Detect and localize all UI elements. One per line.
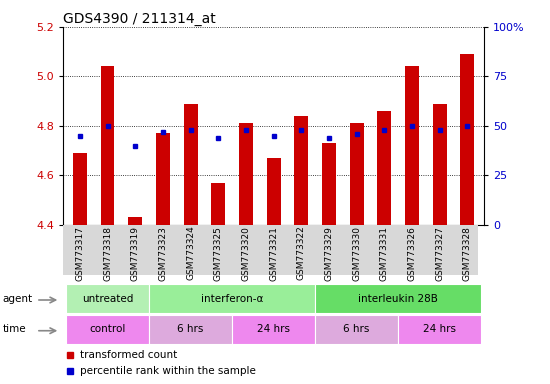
- Bar: [184, 104, 197, 225]
- Bar: [405, 66, 419, 225]
- Text: GSM773329: GSM773329: [324, 226, 333, 281]
- FancyBboxPatch shape: [66, 315, 149, 344]
- Text: GSM773323: GSM773323: [158, 226, 167, 281]
- Bar: [101, 66, 114, 225]
- Bar: [73, 153, 87, 225]
- Text: GDS4390 / 211314_at: GDS4390 / 211314_at: [63, 12, 216, 26]
- FancyBboxPatch shape: [398, 315, 481, 344]
- Bar: [350, 123, 364, 225]
- Text: interleukin 28B: interleukin 28B: [358, 293, 438, 304]
- Bar: [294, 116, 308, 225]
- Bar: [460, 54, 474, 225]
- FancyBboxPatch shape: [149, 315, 232, 344]
- Text: GSM773318: GSM773318: [103, 226, 112, 281]
- FancyBboxPatch shape: [315, 315, 398, 344]
- Text: 24 hrs: 24 hrs: [257, 324, 290, 334]
- Text: GSM773330: GSM773330: [352, 226, 361, 281]
- Text: time: time: [3, 324, 26, 334]
- FancyBboxPatch shape: [66, 284, 149, 313]
- Bar: [156, 133, 170, 225]
- Text: 24 hrs: 24 hrs: [423, 324, 456, 334]
- Text: 6 hrs: 6 hrs: [178, 324, 204, 334]
- Text: GSM773327: GSM773327: [435, 226, 444, 281]
- Text: untreated: untreated: [82, 293, 133, 304]
- Text: transformed count: transformed count: [80, 350, 177, 360]
- Bar: [433, 104, 447, 225]
- Text: GSM773317: GSM773317: [75, 226, 84, 281]
- Bar: [377, 111, 391, 225]
- Bar: [128, 217, 142, 225]
- Bar: [322, 143, 336, 225]
- Text: agent: agent: [3, 293, 33, 304]
- Text: GSM773324: GSM773324: [186, 226, 195, 280]
- Text: 6 hrs: 6 hrs: [344, 324, 370, 334]
- Text: GSM773328: GSM773328: [463, 226, 472, 281]
- FancyBboxPatch shape: [149, 284, 315, 313]
- FancyBboxPatch shape: [315, 284, 481, 313]
- Text: control: control: [89, 324, 126, 334]
- Bar: [267, 158, 280, 225]
- Text: GSM773326: GSM773326: [408, 226, 416, 281]
- Text: GSM773320: GSM773320: [241, 226, 250, 281]
- Text: GSM773325: GSM773325: [214, 226, 223, 281]
- Text: interferon-α: interferon-α: [201, 293, 263, 304]
- Bar: [239, 123, 253, 225]
- Text: percentile rank within the sample: percentile rank within the sample: [80, 366, 256, 376]
- Bar: [211, 183, 225, 225]
- Text: GSM773321: GSM773321: [269, 226, 278, 281]
- Text: GSM773331: GSM773331: [380, 226, 389, 281]
- Text: GSM773322: GSM773322: [297, 226, 306, 280]
- FancyBboxPatch shape: [232, 315, 315, 344]
- FancyBboxPatch shape: [63, 225, 478, 275]
- Text: GSM773319: GSM773319: [131, 226, 140, 281]
